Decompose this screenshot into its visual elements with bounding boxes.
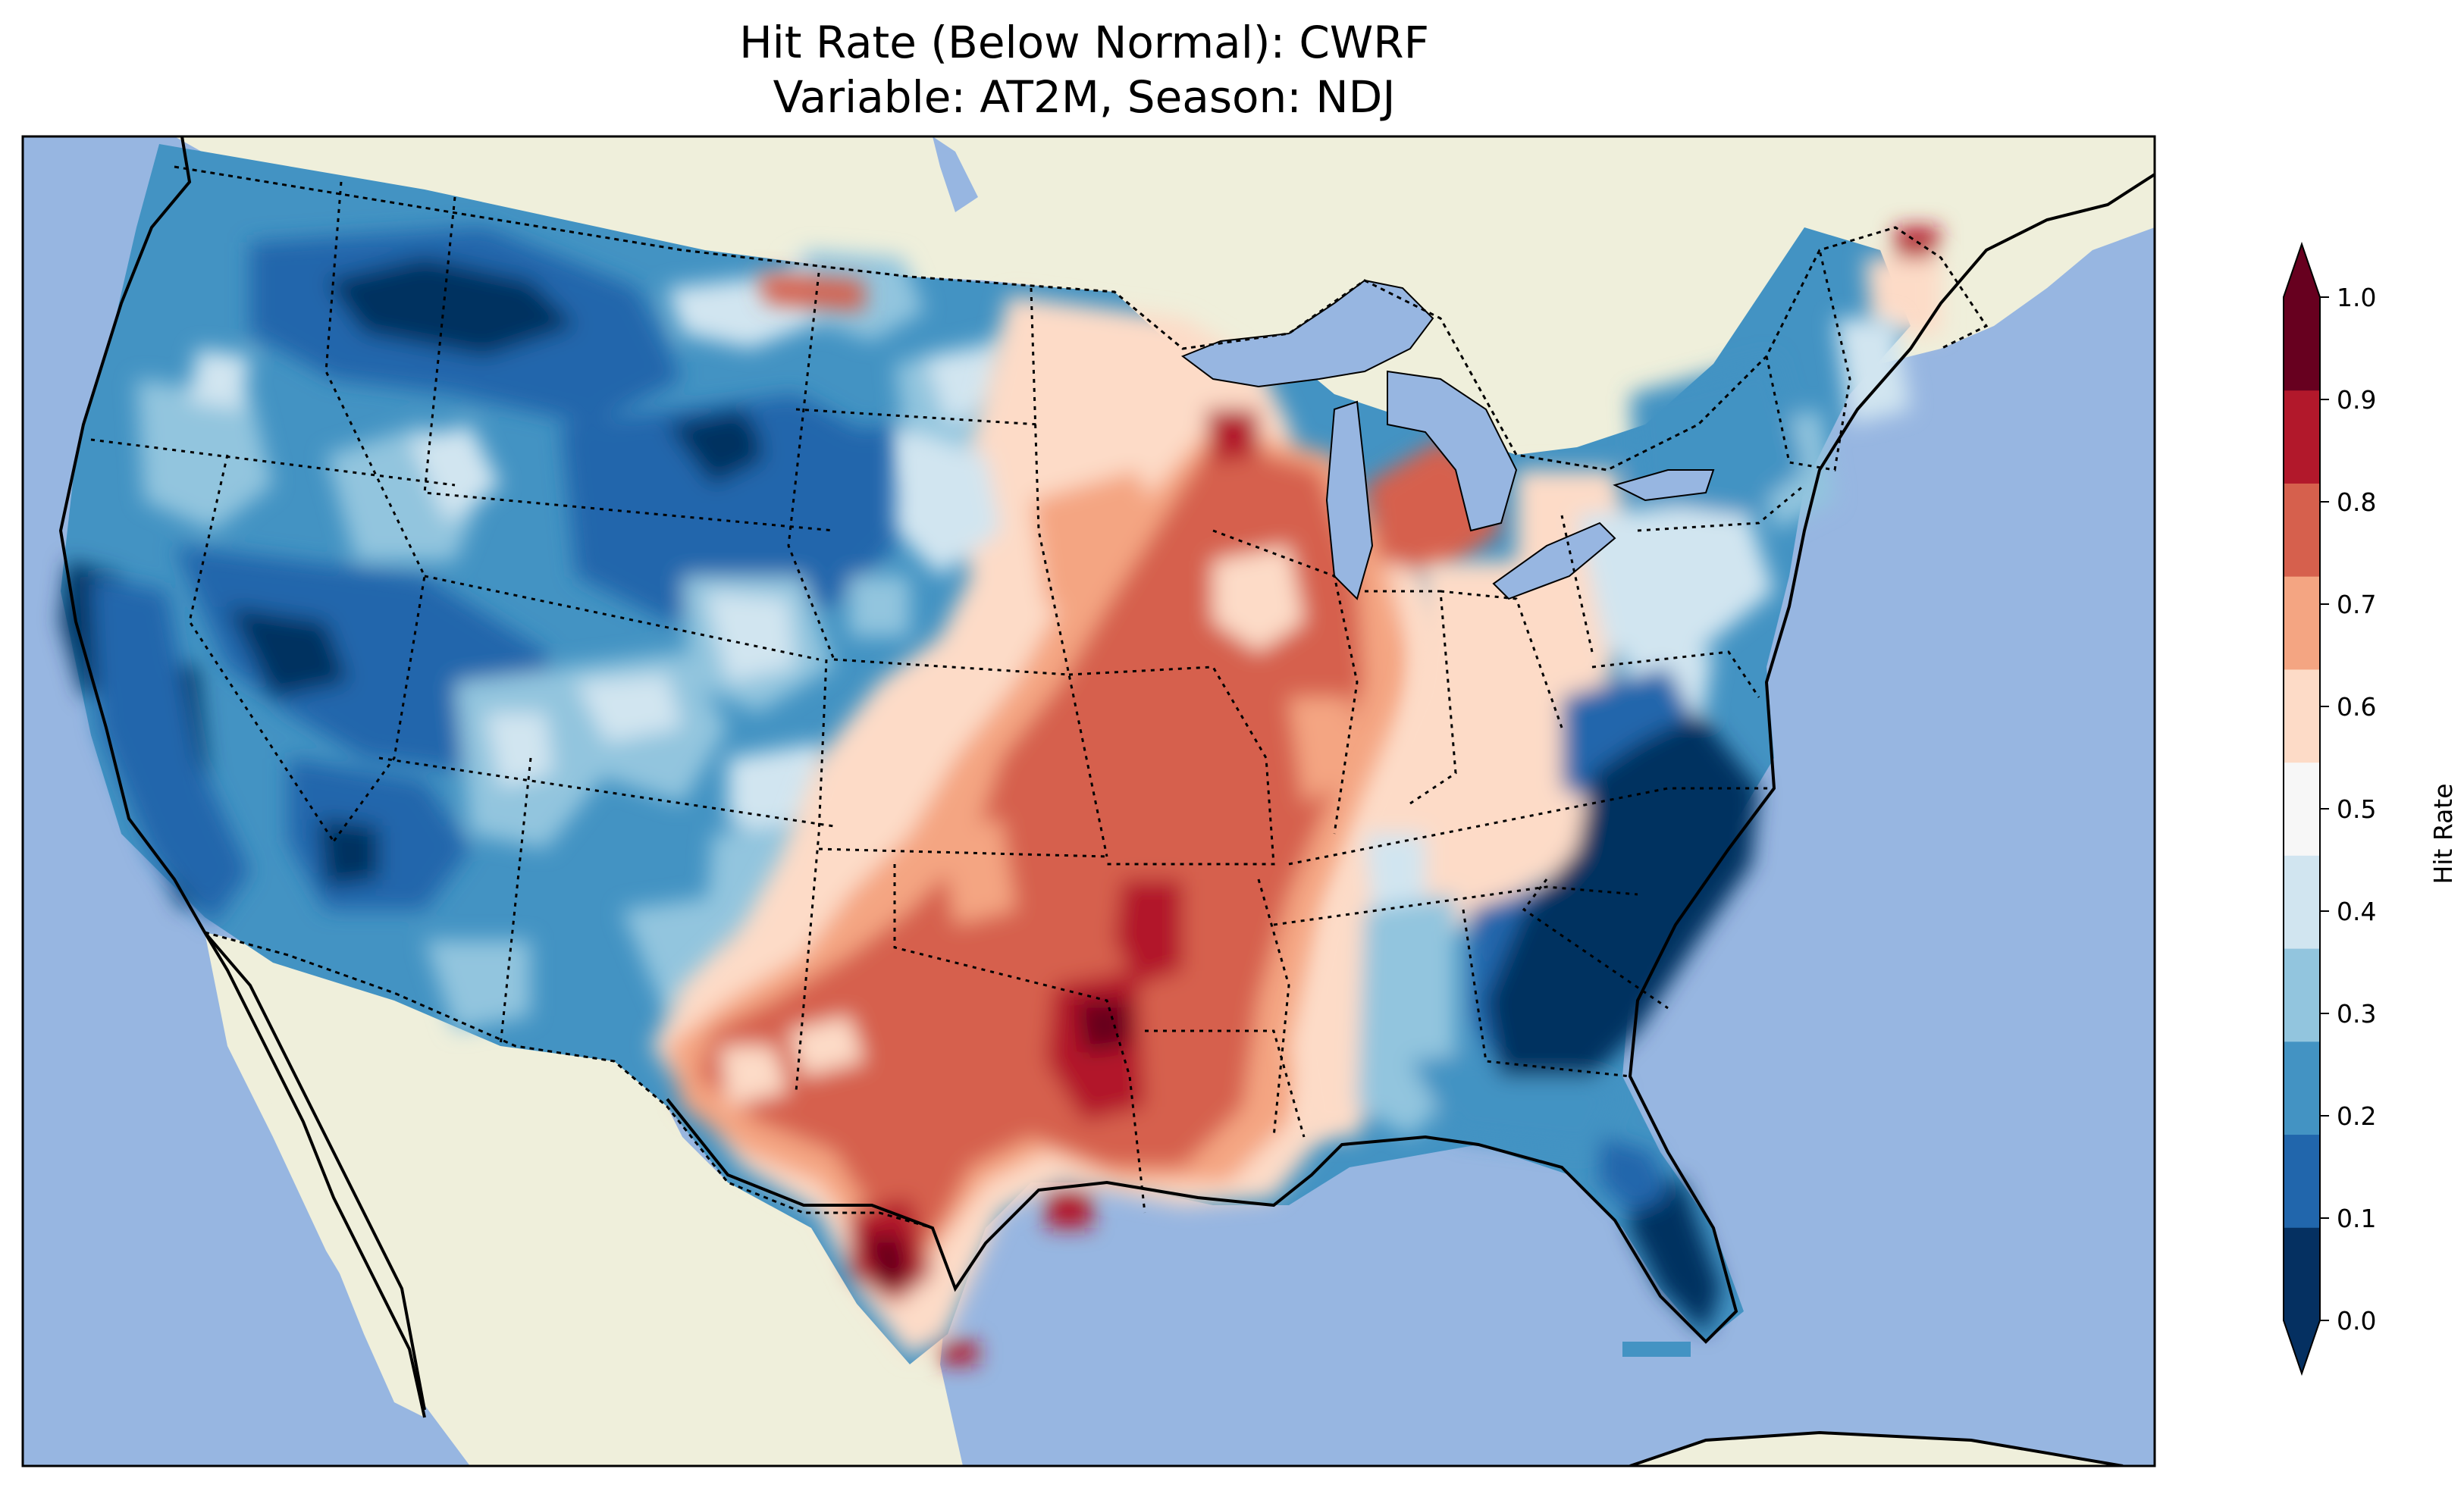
colorbar-under-triangle bbox=[2284, 1320, 2320, 1373]
title-line-1: Hit Rate (Below Normal): CWRF bbox=[739, 17, 1429, 68]
lake-erie bbox=[1492, 521, 1616, 600]
colorbar-segment bbox=[2284, 948, 2320, 1042]
lake-huron bbox=[1387, 370, 1518, 532]
colorbar-segment bbox=[2284, 390, 2320, 484]
colorbar-ticks: 0.0 0.1 0.2 0.3 0.4 0.5 0.6 0.7 0.8 0.9 1.0 bbox=[2320, 283, 2376, 1336]
colorbar-tick-label: 1.0 bbox=[2337, 283, 2376, 312]
colorbar-label: Hit Rate bbox=[2428, 783, 2458, 884]
colorbar-over-triangle bbox=[2284, 244, 2320, 297]
lake-superior bbox=[1180, 279, 1434, 388]
colorbar-tick-label: 0.5 bbox=[2337, 794, 2376, 824]
central-warm-shades bbox=[652, 227, 1941, 1364]
colorbar-segments bbox=[2283, 241, 2321, 1377]
cuba-land bbox=[1630, 1433, 2123, 1466]
colorbar-segment bbox=[2284, 855, 2320, 949]
lakes bbox=[933, 136, 1715, 600]
colorbar-segment bbox=[2284, 483, 2320, 577]
lake-michigan bbox=[1325, 400, 1374, 600]
east-shades bbox=[1289, 318, 1911, 1334]
coastlines bbox=[58, 136, 2155, 1466]
map-frame bbox=[21, 135, 2156, 1467]
colorbar-tick-label: 0.7 bbox=[2337, 590, 2376, 619]
colorbar-segment bbox=[2284, 1227, 2320, 1321]
colorbar-tick-label: 0.1 bbox=[2337, 1204, 2376, 1233]
colorbar-tick-label: 0.0 bbox=[2337, 1306, 2376, 1336]
state-borders bbox=[90, 181, 1851, 1214]
colorbar-tick-label: 0.8 bbox=[2337, 487, 2376, 517]
title-line-2: Variable: AT2M, Season: NDJ bbox=[773, 71, 1396, 123]
lake-ontario bbox=[1613, 469, 1715, 502]
colorbar-segment bbox=[2284, 762, 2320, 856]
colorbar-tick-label: 0.2 bbox=[2337, 1101, 2376, 1131]
colorbar-tick-label: 0.6 bbox=[2337, 692, 2376, 722]
west-shades bbox=[61, 227, 1122, 1031]
colorbar-tick-label: 0.3 bbox=[2337, 999, 2376, 1029]
lake-winnipeg bbox=[933, 136, 978, 212]
colorbar-segment bbox=[2284, 576, 2320, 670]
country-borders bbox=[174, 165, 1989, 1229]
map-title: Hit Rate (Below Normal): CWRF Variable: … bbox=[0, 15, 2168, 124]
colorbar-segment bbox=[2284, 669, 2320, 763]
colorbar-tick-label: 0.4 bbox=[2337, 897, 2376, 926]
colorbar-segment bbox=[2284, 1041, 2320, 1135]
colorbar-segment bbox=[2284, 1134, 2320, 1228]
colorbar-tick-label: 0.9 bbox=[2337, 385, 2376, 415]
colorbar-segment bbox=[2284, 297, 2320, 391]
florida-keys bbox=[1622, 1342, 1691, 1357]
